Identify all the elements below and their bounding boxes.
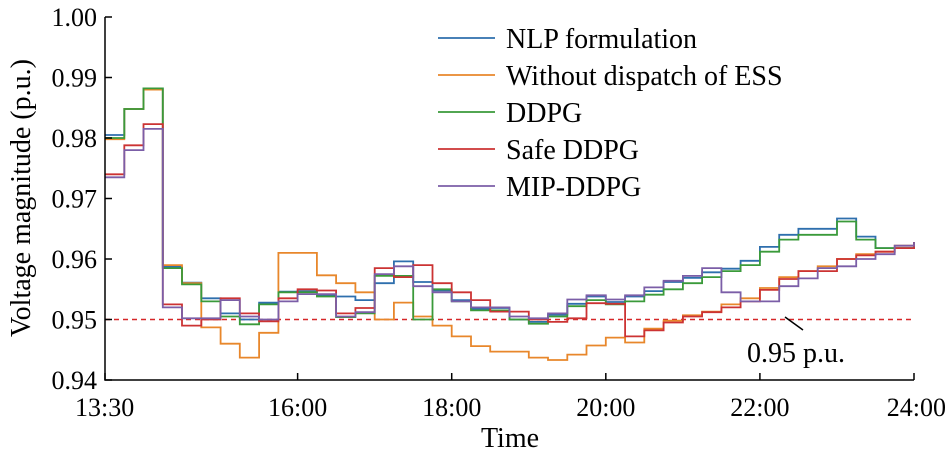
axes <box>104 16 915 381</box>
y-tick-label: 1.00 <box>52 3 98 32</box>
y-tick-labels: 0.94 0.95 0.96 0.97 0.98 0.99 1.00 <box>52 3 98 395</box>
y-axis-title: Voltage magnitude (p.u.) <box>6 59 37 337</box>
x-tick-label: 24:00 <box>887 393 946 422</box>
x-tick-label: 18:00 <box>422 393 481 422</box>
y-tick-label: 0.99 <box>52 64 98 93</box>
legend: NLP formulation Without dispatch of ESS DD… <box>438 24 783 203</box>
x-axis-title: Time <box>481 423 539 454</box>
y-tick-label: 0.97 <box>52 185 98 214</box>
x-tick-labels: 13:30 16:00 18:00 20:00 22:00 24:00 <box>75 393 946 422</box>
series-line-mip-ddpg <box>105 128 915 321</box>
y-tick-label: 0.95 <box>52 306 98 335</box>
y-tick-label: 0.94 <box>52 366 98 395</box>
y-tick-label: 0.98 <box>52 124 98 153</box>
legend-label: Safe DDPG <box>506 135 639 166</box>
legend-label: MIP-DDPG <box>506 172 641 203</box>
x-tick-label: 13:30 <box>75 393 134 422</box>
x-tick-label: 22:00 <box>730 393 789 422</box>
legend-label: Without dispatch of ESS <box>506 61 783 92</box>
legend-label: DDPG <box>506 98 582 129</box>
series-line-ddpg <box>105 87 915 326</box>
reference-label: 0.95 p.u. <box>747 338 845 369</box>
x-tick-label: 16:00 <box>268 393 327 422</box>
annotation-pointer <box>784 316 804 331</box>
x-tick-label: 20:00 <box>576 393 635 422</box>
legend-label: NLP formulation <box>506 24 697 55</box>
series-line-without-dispatch-of-ess <box>105 88 915 361</box>
y-tick-label: 0.96 <box>52 245 98 274</box>
series-group <box>105 87 915 361</box>
reference-annotation: 0.95 p.u. <box>747 316 845 369</box>
